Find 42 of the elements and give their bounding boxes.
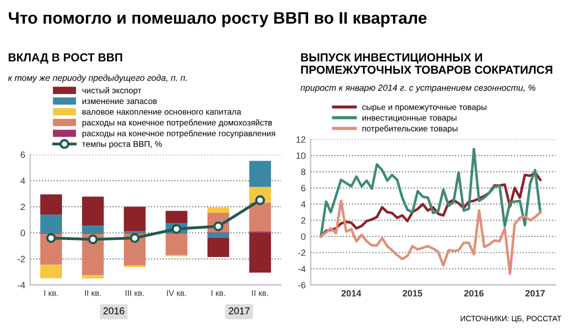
x-tick-label: I кв.: [212, 290, 226, 296]
y-tick-label: -6: [298, 282, 306, 288]
y-tick-label: -2: [18, 256, 25, 262]
x-tick-label: 2017: [525, 290, 545, 296]
chart-subtitle: к тому же периоду предыдущего года, п. п.: [8, 74, 187, 83]
text: 2017: [228, 307, 250, 314]
chart-title: ВКЛАД В РОСТ ВВП: [8, 53, 122, 64]
x-tick-label: 2015: [402, 290, 422, 296]
y-tick-label: 0: [20, 230, 25, 236]
legend-label: чистый экспорт: [82, 87, 142, 95]
x-tick-label: IV кв.: [166, 290, 186, 296]
y-tick-label: 10: [296, 152, 306, 159]
y-tick-label: 6: [301, 184, 306, 192]
legend-label: расходы на конечное потребление домохозяйств: [82, 119, 272, 128]
y-tick-label: 12: [296, 136, 306, 143]
legend-label: расходы на конечное потребление госуправления: [82, 130, 276, 138]
y-tick-label: 4: [20, 178, 26, 184]
y-tick-label: 2: [301, 217, 306, 224]
legend-label: валовое накопление основного капитала: [82, 110, 242, 115]
x-tick-label: II кв.: [85, 290, 101, 296]
y-tick-label: -4: [298, 266, 306, 272]
chart-subtitle: прирост к январю 2014 г. с устранением сезонности, %: [300, 84, 536, 93]
legend-label: изменение запасов: [82, 99, 157, 104]
y-tick-label: -2: [298, 250, 306, 256]
y-tick-label: -4: [18, 282, 26, 288]
x-tick-label: III кв.: [126, 290, 144, 296]
legend-label: сырье и промежуточные товары: [362, 105, 486, 112]
y-tick-label: 4: [300, 201, 306, 208]
text: 2016: [103, 307, 124, 314]
legend-label: инвестиционные товары: [362, 116, 456, 122]
text: Что помогло и помешало росту ВВП во II квартале: [8, 12, 427, 28]
x-tick-label: I кв.: [44, 290, 58, 296]
x-tick-label: 2016: [464, 290, 484, 296]
legend-label: потребительские товары: [362, 125, 458, 134]
y-tick-label: 6: [20, 152, 25, 158]
x-tick-label: II кв.: [252, 290, 268, 296]
x-tick-label: 2014: [342, 290, 362, 296]
y-tick-label: 2: [20, 204, 25, 210]
y-tick-label: 0: [301, 233, 306, 240]
chart-title: ВЫПУСК ИНВЕСТИЦИОННЫХ И ПРОМЕЖУТОЧНЫХ ТОВАРОВ СОКРАТИЛСЯ: [301, 53, 552, 74]
y-tick-label: 8: [301, 168, 306, 176]
legend-label: темпы роста ВВП, %: [82, 141, 162, 149]
